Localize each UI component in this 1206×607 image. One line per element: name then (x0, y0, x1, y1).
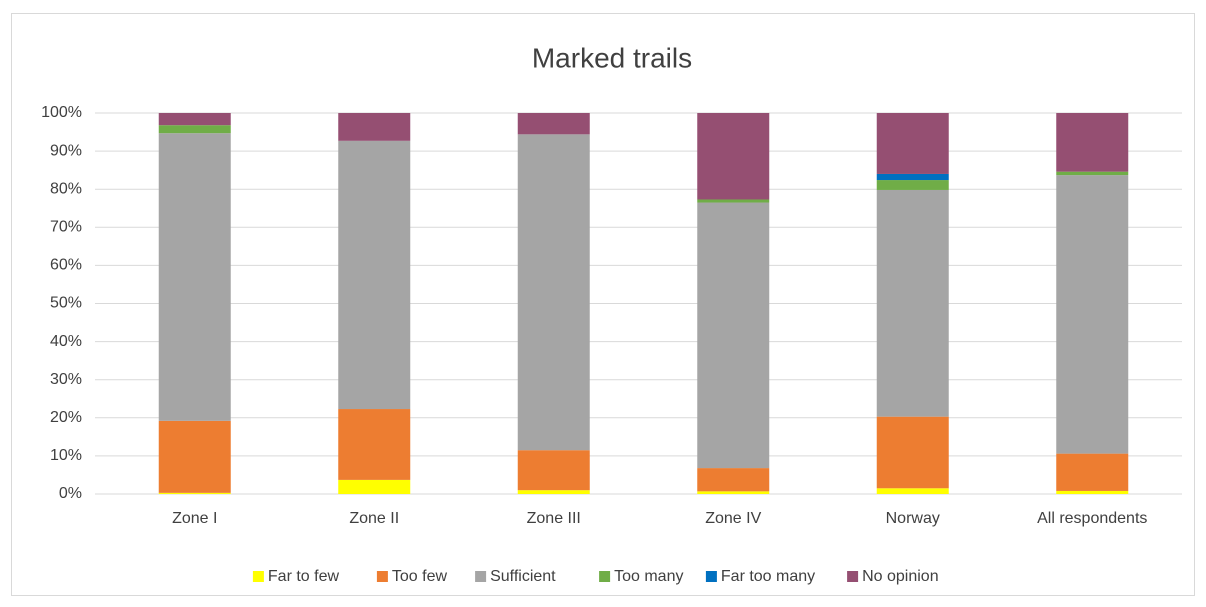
y-tick-label: 100% (41, 104, 82, 121)
legend-swatch (252, 571, 264, 582)
bar-segment (1056, 453, 1129, 491)
bar-segment (876, 113, 949, 174)
y-tick-label: 10% (50, 447, 82, 464)
bar-segment (158, 125, 231, 134)
chart-title: Marked trails (532, 42, 692, 73)
legend-label: No opinion (862, 568, 939, 585)
y-tick-label: 80% (50, 180, 82, 197)
legend-label: Too few (392, 568, 448, 585)
y-tick-label: 40% (50, 333, 82, 350)
x-tick-label: Norway (886, 510, 940, 527)
x-tick-label: Zone I (172, 510, 217, 527)
legend-label: Far too many (721, 568, 815, 585)
bar-segment (517, 450, 590, 491)
bar-segment (1056, 171, 1129, 176)
legend-label: Far to few (268, 568, 340, 585)
bar-segment (338, 479, 411, 494)
x-tick-label: Zone II (349, 510, 399, 527)
x-tick-label: Zone III (527, 510, 581, 527)
legend-label: Too many (614, 568, 683, 585)
legend-swatch (475, 571, 487, 582)
bar-segment (338, 140, 411, 410)
y-tick-label: 30% (50, 371, 82, 388)
bar-segment (876, 488, 949, 494)
bar-segment (158, 133, 231, 421)
legend-swatch (599, 571, 611, 582)
y-tick-label: 70% (50, 219, 82, 236)
bar-segment (158, 420, 231, 493)
x-tick-label: Zone IV (705, 510, 761, 527)
bar-segment (1056, 175, 1129, 454)
bar-segment (158, 113, 231, 126)
bar-segment (517, 490, 590, 494)
x-tick-label: All respondents (1037, 510, 1147, 527)
bar-segment (697, 468, 770, 492)
y-tick-label: 60% (50, 257, 82, 274)
bar-segment (697, 491, 770, 494)
y-tick-label: 90% (50, 142, 82, 159)
bar-segment (517, 134, 590, 451)
legend-swatch (376, 571, 388, 582)
legend-swatch (847, 571, 859, 582)
bar-segment (1056, 113, 1129, 172)
y-tick-label: 20% (50, 409, 82, 426)
bar-segment (517, 113, 590, 135)
legend-label: Sufficient (490, 568, 556, 585)
bar-segment (697, 113, 770, 200)
bar-segment (876, 416, 949, 489)
bar-segment (1056, 490, 1129, 494)
bar-segment (338, 113, 411, 141)
bar-segment (876, 173, 949, 181)
bar-segment (876, 189, 949, 417)
bar-segment (876, 180, 949, 190)
bar-segment (697, 202, 770, 469)
bar-segment (338, 409, 411, 480)
bar-segment (158, 492, 231, 494)
y-tick-label: 0% (59, 485, 82, 502)
legend-swatch (705, 571, 717, 582)
y-tick-label: 50% (50, 295, 82, 312)
bar-segment (697, 199, 770, 203)
